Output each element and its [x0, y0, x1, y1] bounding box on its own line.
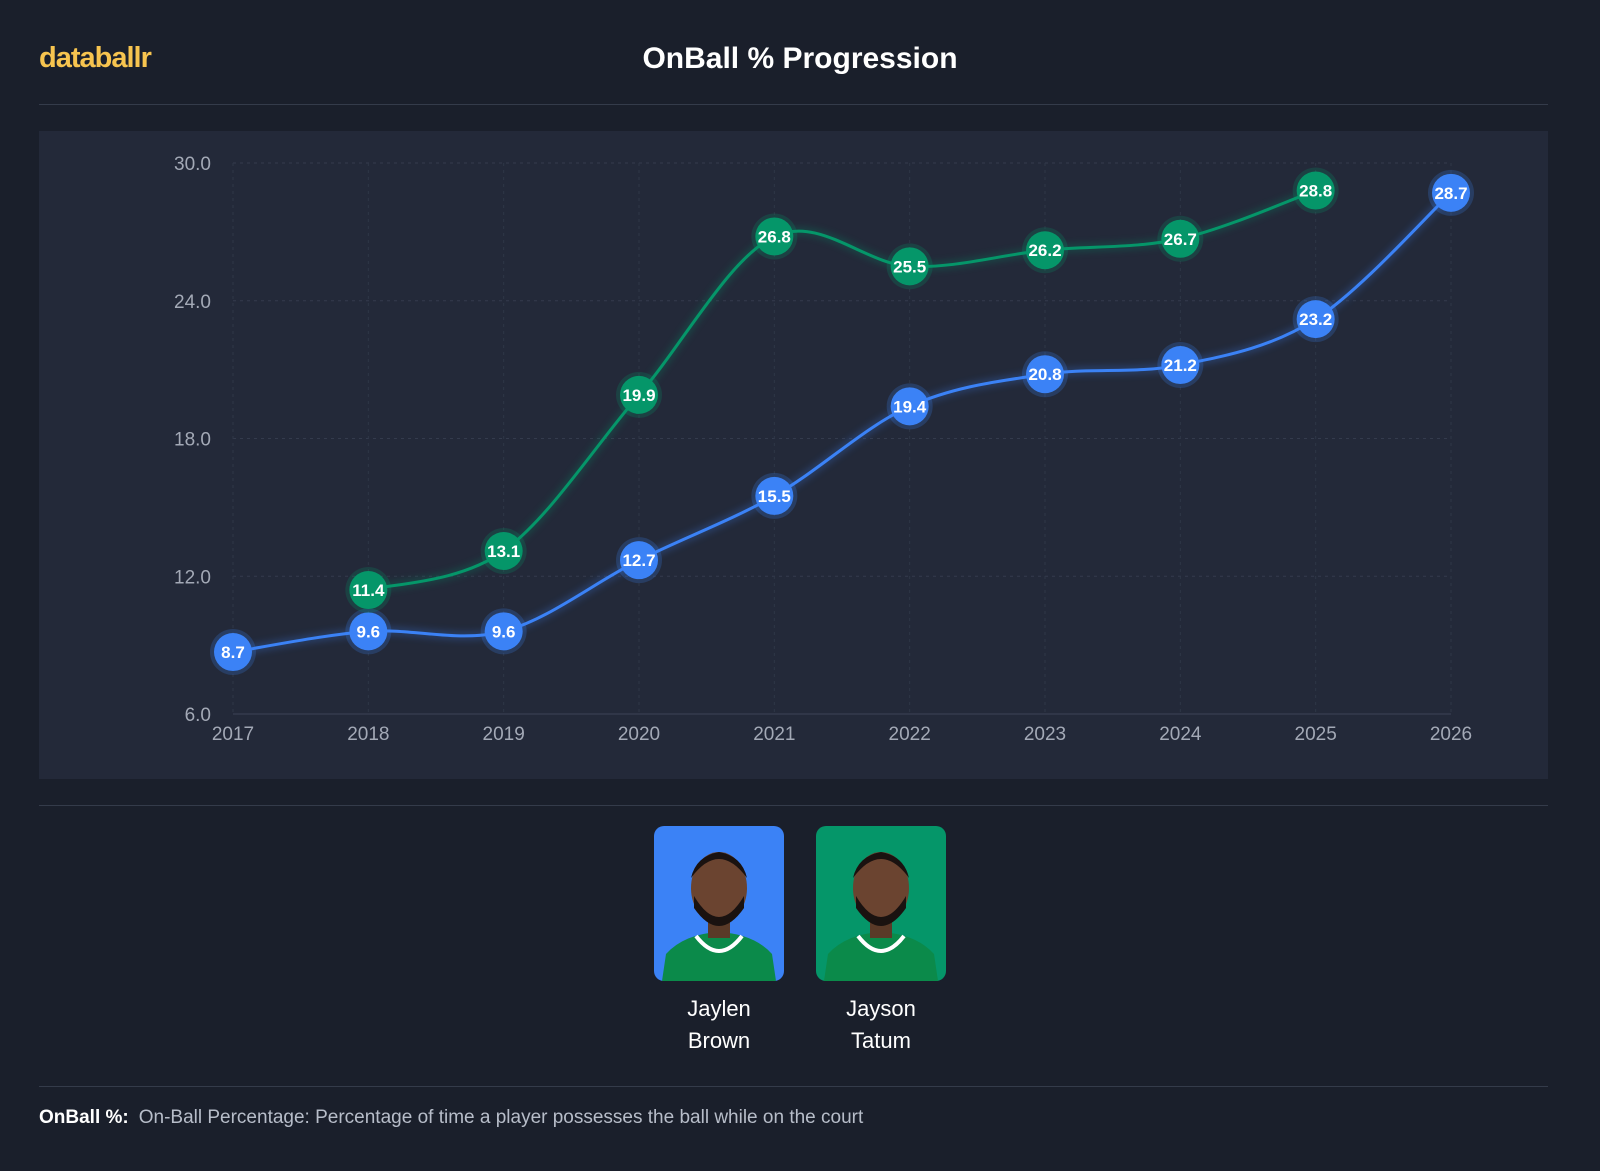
series-line: [367, 189, 1317, 592]
data-point: [484, 612, 523, 651]
data-point: [349, 571, 388, 610]
y-tick-label: 24.0: [174, 292, 211, 313]
legend-item[interactable]: Jayson Tatum: [816, 826, 946, 1057]
data-label: 20.8: [1028, 365, 1061, 384]
head: [691, 852, 747, 924]
y-tick-label: 12.0: [174, 567, 211, 588]
data-label: 26.2: [1028, 241, 1061, 260]
data-label: 19.4: [893, 397, 927, 416]
player-photo: [654, 826, 784, 981]
legend-label: Jaylen Brown: [687, 996, 751, 1053]
data-point: [890, 247, 929, 286]
data-point: [890, 387, 929, 426]
data-label: 11.4: [352, 581, 385, 600]
data-label: 9.6: [357, 622, 381, 641]
footer: OnBall %: On-Ball Percentage: Percentage …: [39, 1107, 863, 1129]
y-tick-label: 6.0: [185, 705, 211, 726]
footer-term: OnBall %:: [39, 1107, 129, 1128]
series-line: [232, 191, 1453, 654]
player-silhouette: [662, 852, 776, 981]
beard: [856, 896, 906, 926]
divider: [39, 805, 1548, 806]
x-tick-label: 2025: [1295, 724, 1337, 745]
brand-logo[interactable]: databallr: [39, 42, 152, 74]
data-point: [755, 217, 794, 256]
data-label: 12.7: [622, 551, 655, 570]
data-point: [1161, 346, 1200, 385]
divider: [39, 104, 1548, 105]
data-point: [620, 541, 658, 580]
data-point: [1161, 219, 1200, 258]
player-photo: [816, 826, 946, 981]
data-label: 25.5: [893, 257, 926, 276]
x-tick-label: 2017: [212, 724, 254, 745]
data-label: 21.2: [1164, 356, 1197, 375]
data-label: 9.6: [492, 622, 516, 641]
data-point: [1296, 300, 1335, 339]
x-tick-label: 2023: [1024, 724, 1066, 745]
data-point: [620, 375, 658, 414]
data-point: [484, 531, 523, 570]
legend: Jaylen Brown Jayson Tatum: [0, 826, 1600, 1057]
y-tick-label: 30.0: [174, 154, 211, 175]
player-silhouette: [824, 852, 938, 981]
x-tick-label: 2018: [347, 724, 389, 745]
divider: [39, 1086, 1548, 1087]
data-point: [349, 612, 388, 651]
hair: [691, 852, 747, 878]
x-tick-label: 2019: [483, 724, 525, 745]
data-point: [214, 633, 252, 672]
head: [853, 852, 909, 924]
x-tick-label: 2026: [1430, 724, 1472, 745]
beard: [694, 896, 744, 926]
data-label: 26.8: [758, 227, 791, 246]
y-tick-label: 18.0: [174, 430, 211, 451]
x-tick-label: 2022: [889, 724, 931, 745]
data-label: 19.9: [622, 386, 655, 405]
data-label: 15.5: [758, 487, 791, 506]
data-label: 8.7: [221, 643, 245, 662]
data-label: 28.8: [1299, 182, 1332, 201]
jersey: [662, 932, 776, 981]
data-label: 28.7: [1434, 184, 1467, 203]
footer-definition: On-Ball Percentage: Percentage of time a…: [138, 1107, 864, 1128]
chart-title: OnBall % Progression: [642, 42, 958, 75]
data-label: 26.7: [1164, 230, 1197, 249]
data-point: [1026, 355, 1064, 394]
data-point: [755, 476, 794, 515]
chart: 6.0 12.0 18.0 24.0 30.0 2017 2018 2019 2020 2021 2…: [174, 154, 1474, 745]
legend-label: Jayson Tatum: [846, 996, 916, 1053]
hair: [853, 852, 909, 878]
data-label: 13.1: [487, 542, 520, 561]
jersey-collar: [694, 934, 744, 953]
data-point: [1432, 173, 1470, 212]
data-point: [1296, 171, 1335, 210]
x-tick-label: 2020: [618, 724, 660, 745]
data-point: [1026, 231, 1064, 270]
data-label: 23.2: [1299, 310, 1332, 329]
jersey: [824, 932, 938, 981]
x-tick-label: 2024: [1159, 724, 1202, 745]
jersey-collar: [856, 934, 906, 953]
x-tick-label: 2021: [753, 724, 795, 745]
chart-panel: 6.0 12.0 18.0 24.0 30.0 2017 2018 2019 2020 2021 2…: [39, 131, 1548, 779]
legend-item[interactable]: Jaylen Brown: [654, 826, 784, 1057]
